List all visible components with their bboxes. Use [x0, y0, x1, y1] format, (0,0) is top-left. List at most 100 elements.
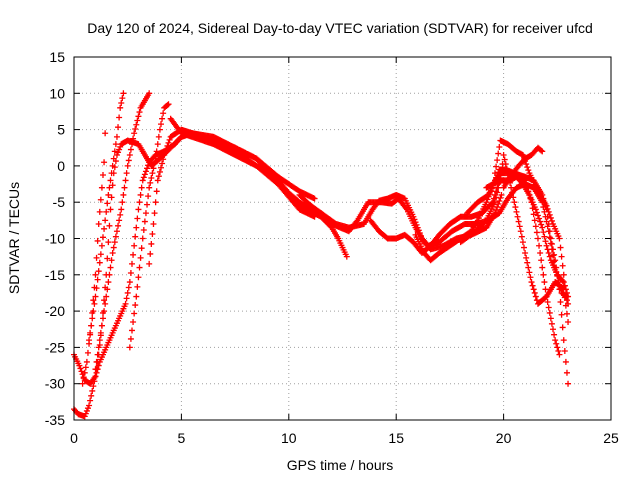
data-point — [101, 308, 108, 315]
data-point — [94, 351, 101, 358]
data-point — [509, 189, 516, 196]
data-point — [117, 104, 124, 111]
data-point — [86, 337, 93, 344]
data-point — [102, 300, 109, 307]
data-point — [108, 257, 115, 264]
data-point — [125, 157, 132, 164]
data-point — [496, 144, 503, 151]
data-point — [524, 259, 531, 266]
y-tick-label: -25 — [45, 339, 65, 355]
data-point — [166, 136, 173, 143]
data-point — [76, 362, 83, 369]
data-point — [528, 279, 535, 286]
x-tick-label: 10 — [281, 430, 297, 446]
data-point — [122, 300, 129, 307]
data-point — [548, 217, 555, 224]
data-point — [540, 229, 547, 236]
data-point — [108, 170, 115, 177]
data-point — [79, 380, 86, 387]
data-point — [139, 235, 146, 242]
data-point — [132, 125, 139, 132]
series-arc-16 — [500, 144, 546, 191]
data-point — [113, 228, 120, 235]
data-point — [548, 240, 555, 247]
data-point — [540, 271, 547, 278]
data-point — [417, 232, 424, 239]
data-point — [95, 268, 102, 275]
data-point — [141, 171, 148, 178]
data-point — [530, 286, 537, 293]
data-point — [130, 251, 137, 258]
data-point — [116, 114, 123, 121]
y-tick-label: -20 — [45, 303, 65, 319]
data-point — [538, 147, 545, 154]
data-point — [141, 218, 148, 225]
data-point — [128, 327, 135, 334]
data-point — [152, 155, 159, 162]
data-point — [134, 283, 141, 290]
data-point — [83, 407, 90, 414]
x-tick-label: 5 — [178, 430, 186, 446]
data-point — [493, 194, 500, 201]
x-tick-label: 15 — [388, 430, 404, 446]
data-point — [132, 233, 139, 240]
data-point — [529, 282, 536, 289]
data-point — [563, 310, 570, 317]
data-point — [115, 222, 122, 229]
data-point — [98, 242, 105, 249]
data-point — [103, 208, 110, 215]
data-point — [136, 199, 143, 206]
data-point — [84, 405, 91, 412]
data-point — [311, 195, 318, 202]
y-tick-label: 5 — [57, 122, 65, 138]
data-point — [117, 143, 124, 150]
series-arc-3 — [79, 130, 109, 387]
data-point — [115, 149, 122, 156]
data-point — [150, 220, 157, 227]
data-point — [82, 364, 89, 371]
data-point — [561, 282, 568, 289]
data-point — [98, 184, 105, 191]
data-point — [532, 206, 539, 213]
data-point — [493, 163, 500, 170]
data-point — [565, 318, 572, 325]
data-point — [120, 191, 127, 198]
data-point — [116, 217, 123, 224]
data-point — [165, 139, 172, 146]
data-point — [112, 141, 119, 148]
data-point — [107, 177, 114, 184]
data-point — [97, 196, 104, 203]
data-point — [539, 148, 546, 155]
data-point — [91, 300, 98, 307]
data-point — [559, 277, 566, 284]
data-point — [498, 191, 505, 198]
data-point — [128, 260, 135, 267]
data-point — [92, 293, 99, 300]
data-point — [121, 184, 128, 191]
data-point — [547, 235, 554, 242]
data-point — [501, 156, 508, 163]
data-point — [124, 162, 131, 169]
data-point — [496, 197, 503, 204]
data-point — [557, 244, 564, 251]
data-point — [96, 337, 103, 344]
data-point — [109, 250, 116, 257]
data-point — [80, 375, 87, 382]
data-point — [518, 179, 525, 186]
data-point — [555, 279, 562, 286]
data-point — [561, 348, 568, 355]
data-point — [545, 250, 552, 257]
data-point — [94, 276, 101, 283]
x-tick-label: 0 — [70, 430, 78, 446]
data-point — [102, 130, 109, 137]
data-point — [130, 318, 137, 325]
data-point — [565, 300, 572, 307]
data-point — [133, 293, 140, 300]
data-point — [546, 253, 553, 260]
data-point — [559, 262, 566, 269]
data-point — [410, 213, 417, 220]
data-point — [118, 206, 125, 213]
data-point — [145, 193, 152, 200]
data-point — [537, 250, 544, 257]
data-point — [140, 174, 147, 181]
